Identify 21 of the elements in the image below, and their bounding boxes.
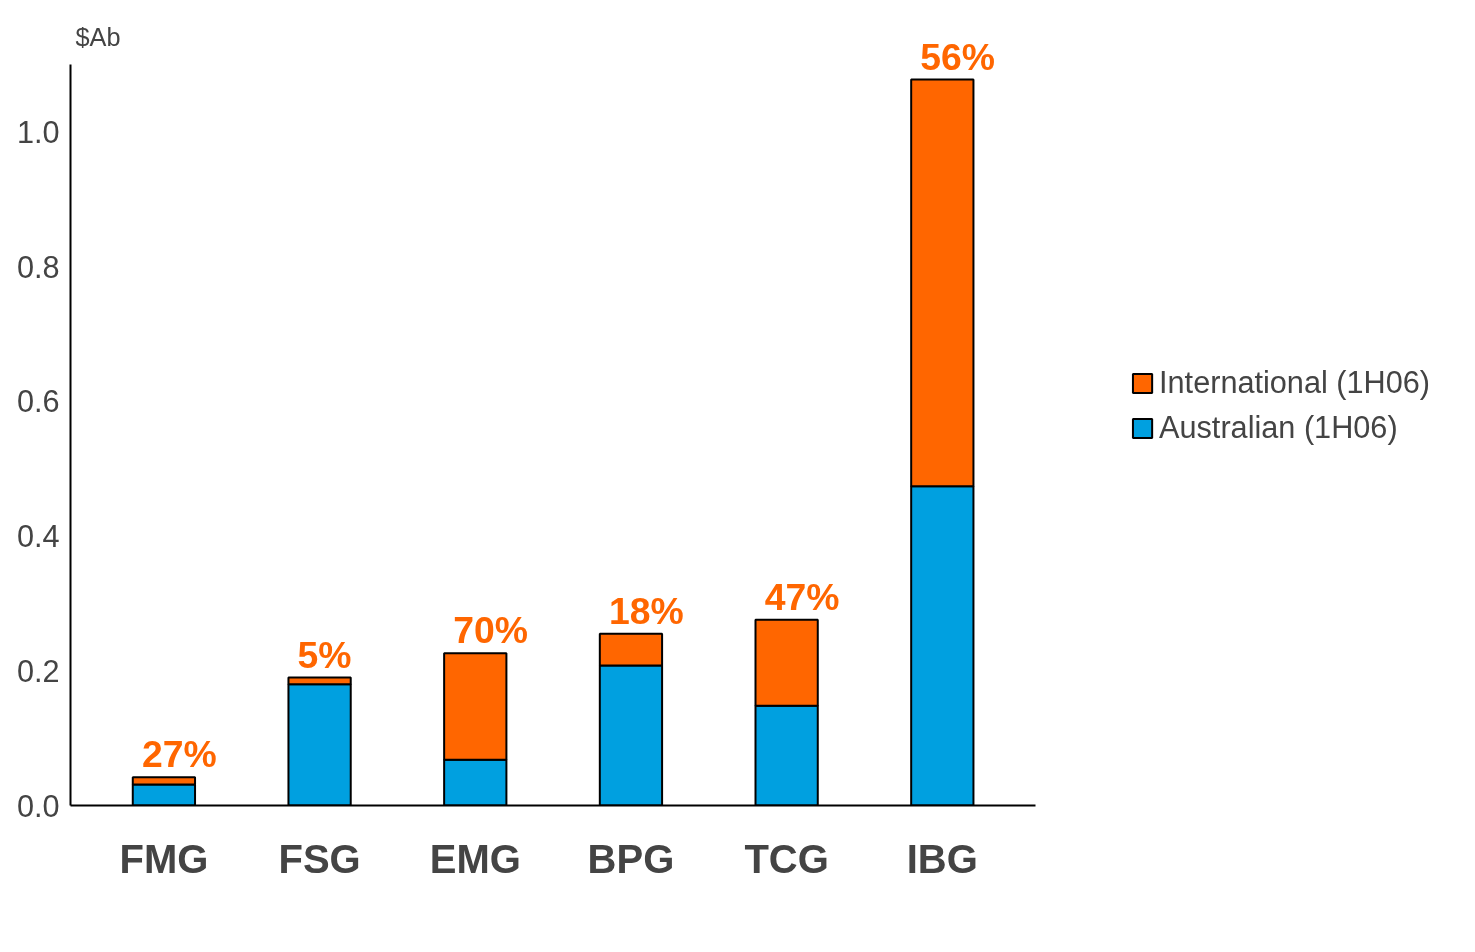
annotation: 70%: [453, 609, 528, 652]
y-tick-label: 0.2: [16, 653, 60, 688]
y-axis-title: $Ab: [75, 22, 121, 51]
annotation: 5%: [297, 633, 352, 676]
annotation: 27%: [141, 733, 217, 776]
annotation: 18%: [608, 589, 684, 632]
legend-label: Australian (1H06): [1159, 410, 1398, 445]
x-tick-label: IBG: [906, 836, 978, 881]
x-tick-label: FSG: [278, 836, 361, 881]
x-tick-label: TCG: [744, 836, 829, 881]
annotation: 47%: [764, 575, 840, 618]
y-tick-label: 1.0: [16, 115, 60, 150]
y-tick-label: 0.0: [16, 788, 60, 823]
y-tick-label: 0.6: [16, 384, 60, 419]
x-tick-label: BPG: [587, 836, 675, 881]
y-tick-label: 0.8: [16, 249, 60, 284]
annotation: 56%: [920, 35, 996, 78]
legend-label: International (1H06): [1159, 365, 1430, 400]
x-tick-label: EMG: [429, 836, 521, 881]
y-tick-label: 0.4: [16, 519, 60, 554]
x-tick-label: FMG: [119, 836, 209, 881]
